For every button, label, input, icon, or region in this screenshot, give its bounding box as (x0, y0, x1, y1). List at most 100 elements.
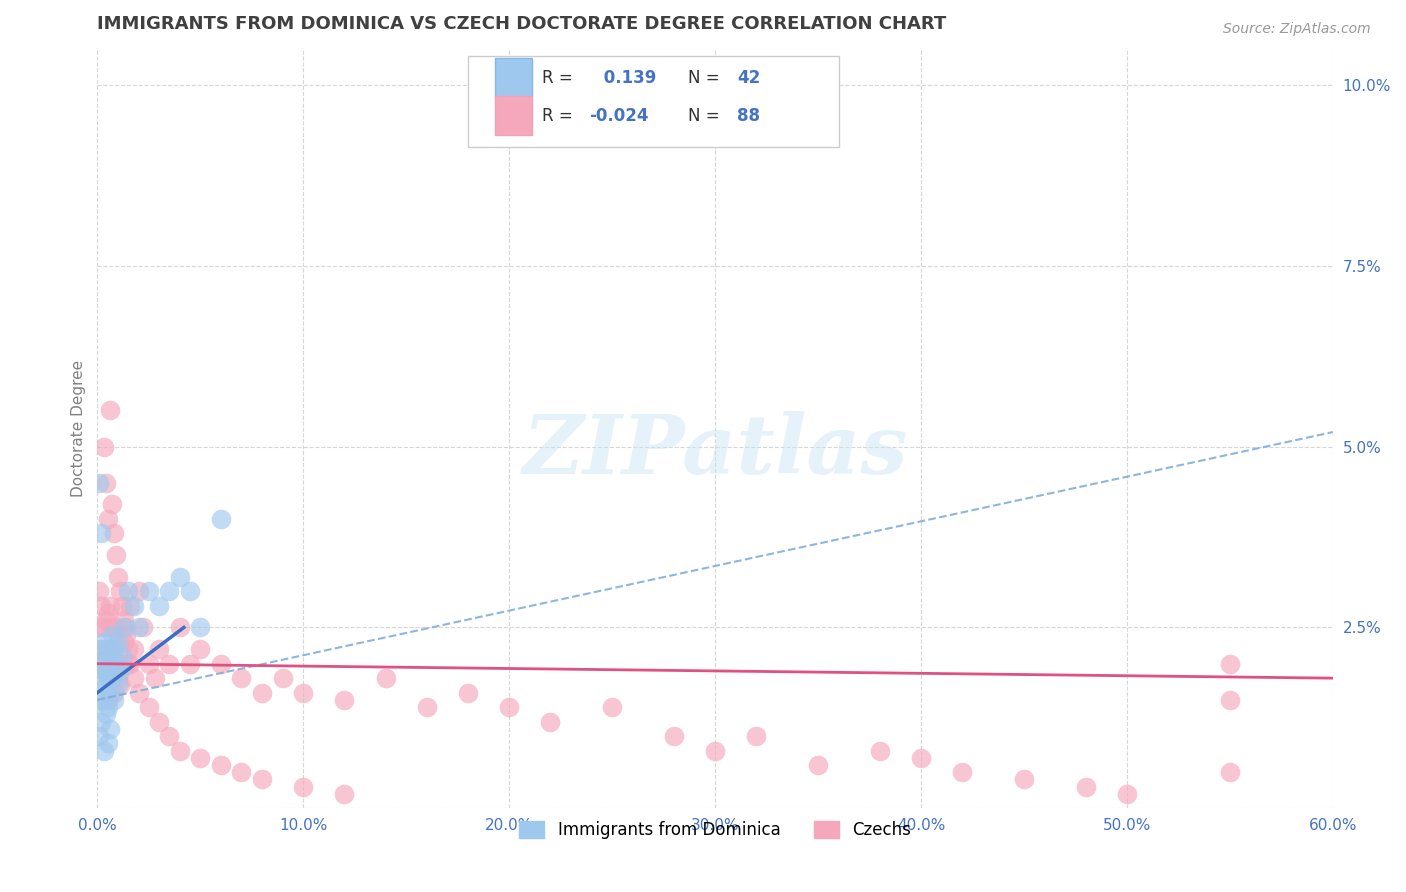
Text: -0.024: -0.024 (589, 107, 648, 125)
Point (98, 642, 121, 657)
Point (94, 678, 117, 692)
Point (100, 671, 122, 685)
Point (90, 599, 112, 613)
Point (169, 570, 191, 584)
Point (90, 642, 112, 657)
Point (910, 751, 932, 765)
Point (93, 664, 115, 678)
Point (209, 657, 232, 671)
Point (117, 657, 139, 671)
Point (97, 671, 120, 685)
Point (1074, 780, 1097, 794)
Text: 0.139: 0.139 (598, 69, 657, 87)
Point (98, 599, 121, 613)
Point (94, 657, 117, 671)
Point (97, 642, 120, 657)
Point (104, 548, 127, 562)
Point (1219, 693, 1241, 707)
Point (90, 714, 112, 729)
Point (94, 475, 117, 490)
Point (107, 671, 129, 685)
Point (179, 584, 201, 599)
Point (124, 671, 146, 685)
Point (97, 512, 120, 526)
Point (97, 736, 120, 750)
FancyBboxPatch shape (468, 56, 839, 147)
Point (107, 635, 129, 649)
Point (89, 693, 111, 707)
Point (112, 613, 135, 627)
Point (100, 620, 122, 634)
Point (231, 671, 253, 685)
Point (89, 729, 111, 743)
Point (148, 642, 170, 657)
Point (704, 743, 727, 757)
Point (93, 440, 115, 454)
Point (1219, 765, 1241, 780)
Point (188, 642, 211, 657)
Point (94, 613, 117, 627)
Point (148, 714, 170, 729)
Point (100, 498, 122, 512)
Point (169, 620, 191, 634)
Point (100, 664, 122, 678)
Point (93, 743, 115, 757)
Point (120, 657, 142, 671)
Point (90, 671, 112, 685)
Point (231, 765, 253, 780)
Point (97, 649, 120, 664)
Point (188, 751, 211, 765)
Text: R =: R = (543, 107, 572, 125)
Point (159, 657, 181, 671)
Point (93, 635, 115, 649)
Point (104, 657, 127, 671)
Text: 88: 88 (737, 107, 761, 125)
Point (90, 642, 112, 657)
Text: R =: R = (543, 69, 572, 87)
Point (333, 787, 356, 801)
Point (107, 628, 129, 642)
Point (108, 678, 131, 692)
Point (104, 664, 127, 678)
Point (745, 729, 768, 743)
Point (148, 599, 170, 613)
Point (90, 526, 112, 541)
Point (98, 685, 121, 699)
Point (93, 693, 115, 707)
Point (1012, 772, 1035, 787)
Text: IMMIGRANTS FROM DOMINICA VS CZECH DOCTORATE DEGREE CORRELATION CHART: IMMIGRANTS FROM DOMINICA VS CZECH DOCTOR… (97, 15, 946, 33)
Point (292, 685, 315, 699)
Point (131, 620, 153, 634)
Point (111, 599, 134, 613)
Point (209, 758, 232, 772)
Point (950, 765, 973, 780)
Point (138, 584, 160, 599)
Text: 42: 42 (737, 69, 761, 87)
Point (117, 584, 139, 599)
Point (498, 700, 520, 714)
Point (138, 700, 160, 714)
Point (600, 700, 623, 714)
Point (94, 707, 117, 722)
Point (128, 584, 150, 599)
Point (103, 642, 125, 657)
Legend: Immigrants from Dominica, Czechs: Immigrants from Dominica, Czechs (513, 814, 918, 846)
Point (179, 657, 201, 671)
Point (138, 657, 160, 671)
FancyBboxPatch shape (495, 95, 533, 135)
Point (115, 628, 138, 642)
Text: Source: ZipAtlas.com: Source: ZipAtlas.com (1223, 22, 1371, 37)
Point (120, 599, 142, 613)
Text: N =: N = (688, 107, 720, 125)
Point (97, 700, 120, 714)
Point (333, 693, 356, 707)
Point (250, 685, 273, 699)
Point (107, 678, 129, 692)
FancyBboxPatch shape (495, 58, 533, 97)
Point (89, 620, 111, 634)
Point (89, 475, 111, 490)
Point (292, 780, 315, 794)
Point (374, 671, 396, 685)
Point (94, 649, 117, 664)
Point (98, 403, 121, 417)
